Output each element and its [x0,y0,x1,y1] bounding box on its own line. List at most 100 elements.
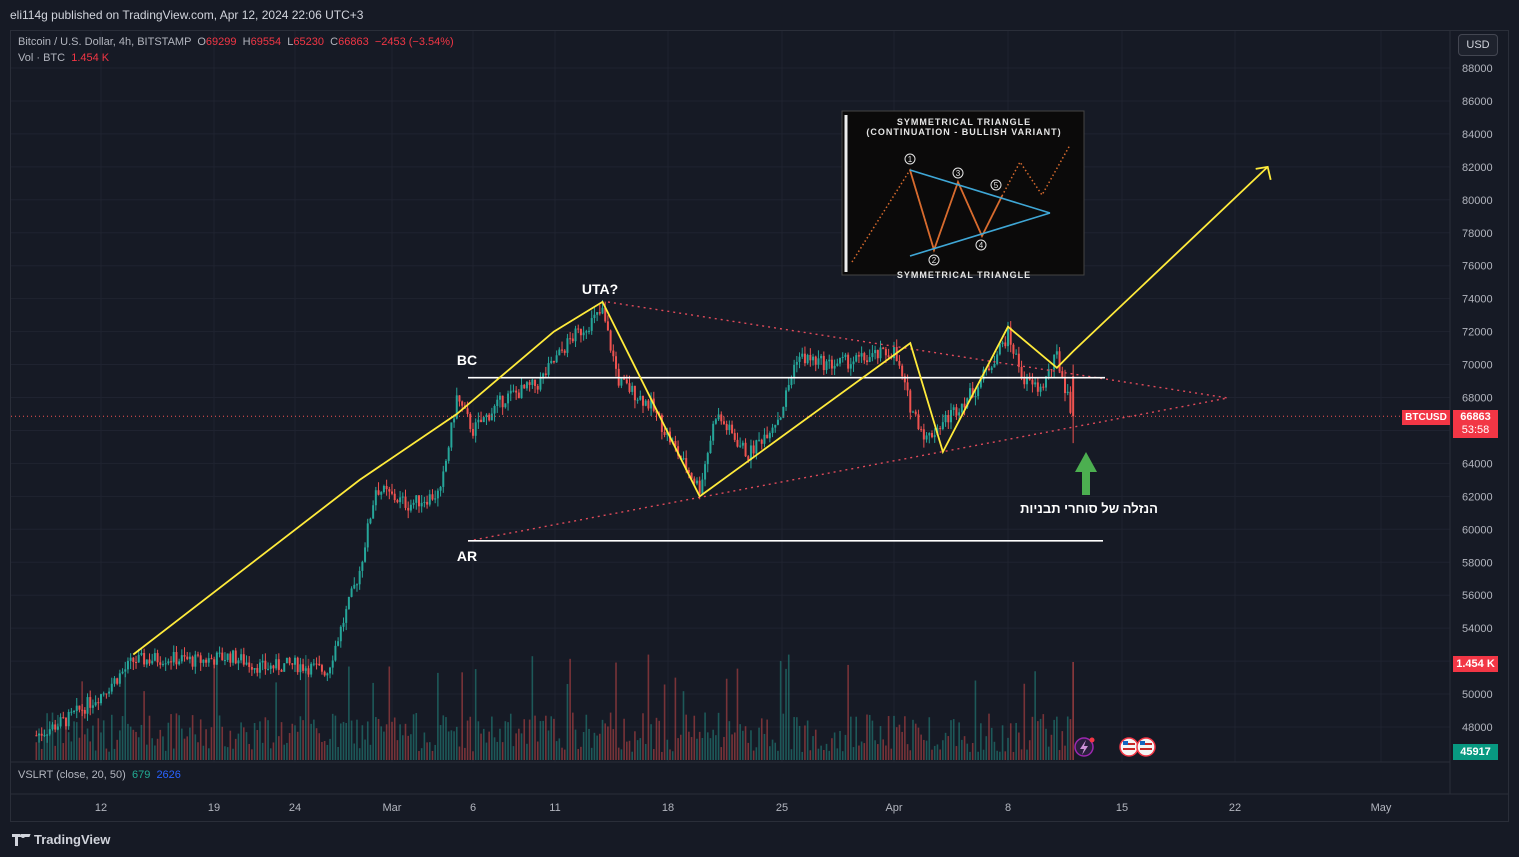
candle-body [159,662,162,665]
indicator-name: VSLRT (close, 20, 50) [18,769,126,781]
volume-bar [512,746,515,760]
volume-bar [423,732,426,760]
volume-bar [458,746,461,760]
candle-body [320,665,323,672]
candle-body [528,382,531,385]
candle-body [736,439,739,447]
volume-bar [615,662,617,760]
candle-body [1036,382,1039,392]
candle-body [841,356,844,358]
candle-body [366,523,369,548]
volume-bar [855,716,858,760]
volume-bar [958,722,960,760]
chart-frame[interactable] [10,30,1509,822]
volume-bar [839,730,841,760]
candle-body [731,424,734,434]
volume-bar [108,751,110,760]
volume-legend[interactable]: Vol · BTC 1.454 K [18,52,109,64]
candle-body [393,493,396,501]
volume-bar [534,715,536,760]
volume-bar [739,724,741,760]
candle-body [790,377,793,386]
volume-bar [181,728,183,760]
volume-bar [501,742,504,760]
volume-bar [574,729,577,760]
candle-body [388,489,391,492]
indicator-legend[interactable]: VSLRT (close, 20, 50) 679 2626 [18,769,181,781]
volume-bar [102,720,105,760]
candle-body [760,439,763,444]
inset-point-label: 2 [932,256,937,265]
candle-body [453,418,456,423]
symbol-legend[interactable]: Bitcoin / U.S. Dollar, 4h, BITSTAMP O692… [18,36,454,48]
candle-body [288,657,291,664]
tradingview-logo[interactable]: TradingView [12,832,110,847]
inset-lower-line [909,212,1051,257]
volume-bar [348,666,350,760]
volume-bar [388,666,391,760]
candle-body [391,491,394,494]
volume-bar [361,725,364,760]
volume-bar [1018,732,1020,760]
inset-subtitle: (CONTINUATION - BULLISH VARIANT) [866,127,1061,137]
candle-body [639,395,642,400]
volume-bar [920,734,922,760]
volume-bar [817,748,820,760]
candle-body [728,424,731,431]
candle-body [272,665,275,669]
candle-body [469,413,472,429]
candle-body [48,729,51,735]
candle-body [817,358,820,365]
candle-body [1050,369,1053,371]
volume-bar [866,714,868,760]
volume-bar [207,748,210,760]
volume-bar [539,721,542,760]
volume-bar [453,731,455,760]
volume-bar [86,728,89,760]
volume-bar [1031,716,1034,760]
volume-bar [650,724,652,760]
candle-body [879,347,882,359]
candle-body [331,660,334,668]
volume-bar [993,741,996,760]
candle-body [628,383,631,392]
volume-bar [245,732,248,760]
x-tick-label: 8 [1005,802,1011,814]
grid [11,31,1450,762]
candle-body [355,584,358,586]
volume-bar [57,714,59,760]
candle-body [969,388,971,399]
candle-body [97,702,100,704]
candle-body [105,693,108,695]
volume-bar [963,736,966,760]
volume-bar [898,724,901,760]
last-price-value: 66863 [1460,411,1491,423]
candle-body [1066,391,1069,394]
candle-body [787,385,790,391]
publish-info: eli114g published on TradingView.com, Ap… [10,8,364,22]
volume-bar [626,741,628,760]
volume-bar [593,732,596,760]
volume-bar [763,733,766,760]
currency-button[interactable]: USD [1458,34,1498,56]
candle-body [531,379,534,385]
volume-bar [113,748,116,760]
flag-stripe [1123,743,1135,745]
triangle-upper-line [607,301,1229,399]
volume-bar [496,741,499,760]
yellow-wave-path [132,166,1269,656]
candle-body [450,422,453,448]
volume-bar [156,738,159,760]
volume-bar [750,730,752,760]
candle-body [86,697,89,714]
candle-body [755,440,758,454]
candle-body [909,390,912,413]
candle-body [609,330,612,351]
candle-body [806,354,809,364]
candle-body [939,428,942,430]
candle-body [110,683,113,692]
volume-bar [787,654,790,760]
volume-bar [304,655,307,760]
candle-body [822,355,825,371]
